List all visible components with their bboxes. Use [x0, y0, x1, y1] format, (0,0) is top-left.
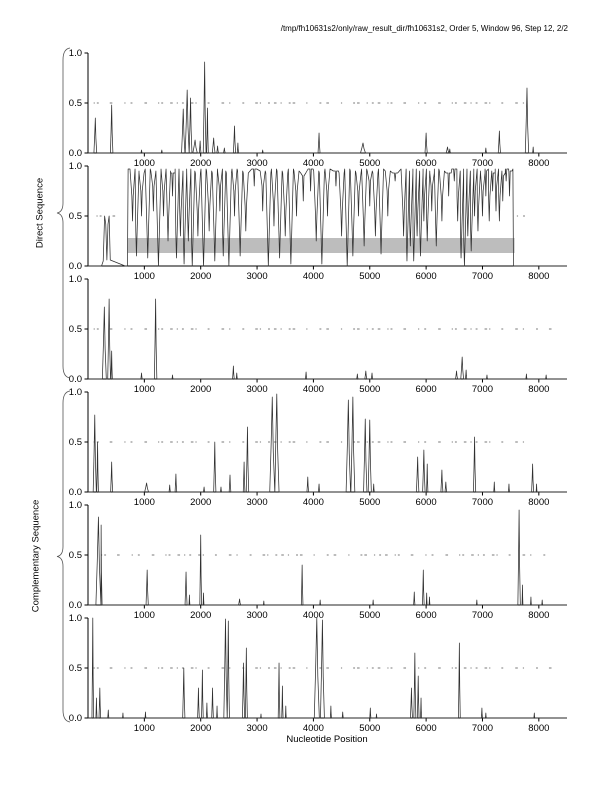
subplot-5: 0.0 0.5 1.0 1000 2000 3000 4000 5000 6000 7000 800… — [69, 500, 567, 621]
x-tick-label: 3000 — [246, 271, 267, 282]
y-tick-label: 0.5 — [69, 550, 82, 561]
signal-curve — [88, 61, 567, 154]
x-tick-label: 4000 — [303, 723, 324, 734]
x-tick-label: 5000 — [359, 723, 380, 734]
x-tick-label: 5000 — [359, 384, 380, 395]
x-tick-label: 7000 — [472, 384, 493, 395]
y-tick-label: 0.0 — [69, 713, 82, 724]
x-tick-label: 2000 — [190, 497, 211, 508]
y-tick-label: 0.5 — [69, 663, 82, 674]
y-tick-label: 1.0 — [69, 161, 82, 172]
y-tick-label: 1.0 — [69, 387, 82, 398]
y-tick-label: 0.5 — [69, 98, 82, 109]
x-tick-label: 5000 — [359, 497, 380, 508]
x-tick-label: 1000 — [134, 610, 155, 621]
x-tick-label: 5000 — [359, 610, 380, 621]
x-tick-label: 2000 — [190, 723, 211, 734]
x-tick-label: 7000 — [472, 610, 493, 621]
subplot-1: 0.0 0.5 1.0 1000 2000 3000 4000 5000 6000 7000 800… — [69, 48, 567, 169]
x-tick-label: 6000 — [416, 610, 437, 621]
x-tick-label: 2000 — [190, 271, 211, 282]
x-tick-label: 3000 — [246, 497, 267, 508]
figure-title: /tmp/fh10631s2/only/raw_result_dir/fh106… — [280, 24, 568, 33]
x-tick-label: 1000 — [134, 158, 155, 169]
x-tick-label: 4000 — [303, 610, 324, 621]
x-tick-label: 5000 — [359, 271, 380, 282]
y-tick-label: 0.0 — [69, 374, 82, 385]
y-tick-label: 0.0 — [69, 148, 82, 159]
signal-curve — [88, 168, 567, 267]
signal-curve — [88, 298, 567, 380]
signal-curve — [88, 617, 567, 719]
x-tick-label: 8000 — [528, 497, 549, 508]
x-tick-label: 6000 — [416, 158, 437, 169]
y-tick-label: 1.0 — [69, 274, 82, 285]
x-tick-label: 7000 — [472, 723, 493, 734]
complementary-sequence-brace — [56, 390, 71, 723]
x-tick-label: 8000 — [528, 271, 549, 282]
x-tick-label: 3000 — [246, 158, 267, 169]
x-tick-label: 1000 — [134, 497, 155, 508]
x-tick-label: 4000 — [303, 158, 324, 169]
y-tick-label: 1.0 — [69, 613, 82, 624]
subplot-6: 0.0 0.5 1.0 1000 2000 3000 4000 5000 6000 7000 800… — [69, 613, 567, 734]
x-tick-label: 8000 — [528, 723, 549, 734]
y-tick-label: 0.5 — [69, 437, 82, 448]
x-tick-label: 4000 — [303, 497, 324, 508]
signal-curve — [88, 393, 567, 493]
x-tick-label: 8000 — [528, 384, 549, 395]
direct-sequence-brace — [56, 47, 71, 379]
x-tick-label: 6000 — [416, 384, 437, 395]
x-tick-label: 6000 — [416, 497, 437, 508]
x-tick-label: 8000 — [528, 158, 549, 169]
x-tick-label: 2000 — [190, 610, 211, 621]
x-tick-label: 6000 — [416, 723, 437, 734]
x-tick-label: 1000 — [134, 723, 155, 734]
x-tick-label: 1000 — [134, 271, 155, 282]
y-tick-label: 1.0 — [69, 500, 82, 511]
subplot-3: 0.0 0.5 1.0 1000 2000 3000 4000 5000 6000 7000 800… — [69, 274, 567, 395]
y-tick-label: 0.5 — [69, 211, 82, 222]
x-tick-label: 3000 — [246, 610, 267, 621]
subplot-4: 0.0 0.5 1.0 1000 2000 3000 4000 5000 6000 7000 800… — [69, 387, 567, 508]
x-tick-label: 4000 — [303, 271, 324, 282]
y-tick-label: 1.0 — [69, 48, 82, 59]
x-tick-label: 8000 — [528, 610, 549, 621]
x-tick-label: 2000 — [190, 158, 211, 169]
x-tick-label: 6000 — [416, 271, 437, 282]
x-tick-label: 5000 — [359, 158, 380, 169]
y-tick-label: 0.5 — [69, 324, 82, 335]
x-tick-label: 7000 — [472, 271, 493, 282]
x-tick-label: 3000 — [246, 723, 267, 734]
x-tick-label: 7000 — [472, 158, 493, 169]
x-tick-label: 4000 — [303, 384, 324, 395]
y-tick-label: 0.0 — [69, 261, 82, 272]
x-axis-title: Nucleotide Position — [286, 734, 368, 745]
x-tick-label: 3000 — [246, 384, 267, 395]
y-tick-label: 0.0 — [69, 487, 82, 498]
subplot-2: 0.0 0.5 1.0 1000 2000 3000 4000 5000 6000 7000 800… — [69, 161, 567, 282]
x-tick-label: 2000 — [190, 384, 211, 395]
y-tick-label: 0.0 — [69, 600, 82, 611]
signal-curve — [88, 509, 567, 606]
x-tick-label: 7000 — [472, 497, 493, 508]
x-tick-label: 1000 — [134, 384, 155, 395]
